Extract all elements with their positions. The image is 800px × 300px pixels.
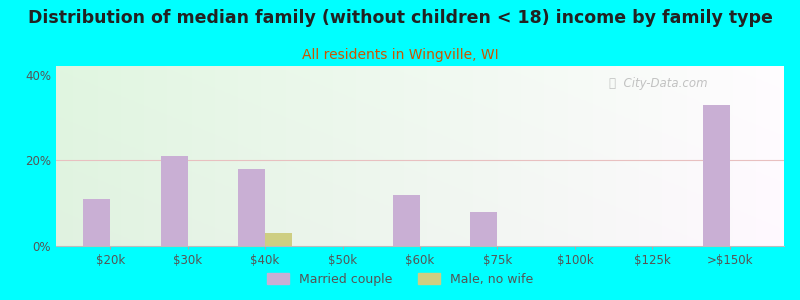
Bar — [265, 233, 292, 246]
Text: ⓘ  City-Data.com: ⓘ City-Data.com — [610, 77, 708, 90]
Text: Distribution of median family (without children < 18) income by family type: Distribution of median family (without c… — [27, 9, 773, 27]
Bar — [393, 195, 420, 246]
Text: All residents in Wingville, WI: All residents in Wingville, WI — [302, 48, 498, 62]
Bar — [702, 105, 730, 246]
Bar — [161, 156, 188, 246]
Bar — [238, 169, 265, 246]
Bar — [470, 212, 498, 246]
Legend: Married couple, Male, no wife: Married couple, Male, no wife — [262, 268, 538, 291]
Bar — [83, 199, 110, 246]
